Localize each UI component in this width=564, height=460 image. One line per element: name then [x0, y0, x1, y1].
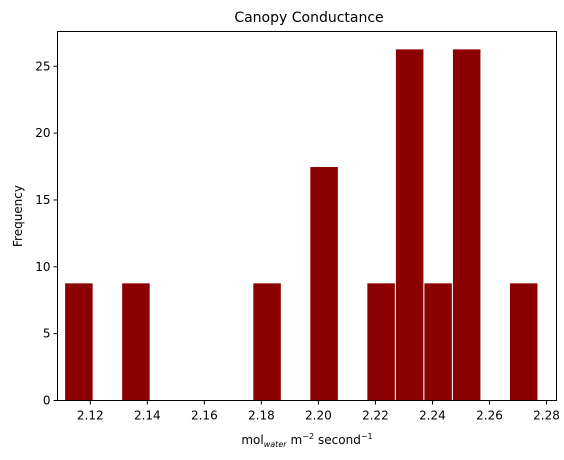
- histogram-bar-4: [366, 282, 396, 402]
- x-tick-label-7: 2.26: [476, 409, 503, 423]
- histogram-bar-1: [121, 282, 151, 402]
- x-axis-label-exp-m: −2: [302, 432, 314, 441]
- x-axis-label-unit-s: second: [318, 433, 361, 447]
- x-tick-label-0: 2.12: [77, 409, 104, 423]
- x-tick-label-8: 2.28: [533, 409, 560, 423]
- x-axis-ticks: 2.12 2.14 2.16 2.18 2.20 2.22 2.24 2.26 2.28: [77, 400, 560, 423]
- histogram-bar-0: [64, 282, 94, 402]
- x-axis-label-base: mol: [241, 433, 263, 447]
- x-tick-label-3: 2.18: [248, 409, 275, 423]
- histogram-bar-8: [508, 282, 539, 402]
- y-tick-label-0: 0: [43, 394, 51, 408]
- histogram-bar-5: [394, 48, 425, 402]
- x-axis-label-sub: water: [264, 440, 288, 449]
- x-axis-label-exp-s: −1: [361, 432, 373, 441]
- histogram-bar-2: [252, 282, 282, 402]
- histogram-bar-3: [309, 166, 339, 401]
- x-tick-label-5: 2.22: [362, 409, 389, 423]
- y-tick-label-4: 20: [35, 126, 50, 140]
- x-tick-label-2: 2.16: [191, 409, 218, 423]
- x-tick-label-4: 2.20: [305, 409, 332, 423]
- y-tick-label-3: 15: [35, 193, 50, 207]
- y-tick-label-5: 25: [35, 59, 50, 73]
- plot-frame: [57, 31, 557, 401]
- x-tick-label-6: 2.24: [419, 409, 446, 423]
- histogram-bar-6: [423, 282, 453, 402]
- y-tick-label-1: 5: [43, 327, 51, 341]
- bars-group: [64, 48, 539, 402]
- x-axis-label-unit-m: m: [291, 433, 303, 447]
- x-tick-label-1: 2.14: [134, 409, 161, 423]
- y-axis-ticks: 0 5 10 15 20 25: [35, 59, 58, 408]
- x-axis-label: molwater m−2 second−1: [241, 432, 372, 449]
- y-axis-label: Frequency: [11, 185, 25, 247]
- y-tick-label-2: 10: [35, 260, 50, 274]
- chart-title: Canopy Conductance: [234, 10, 383, 26]
- histogram-bar-7: [451, 48, 482, 402]
